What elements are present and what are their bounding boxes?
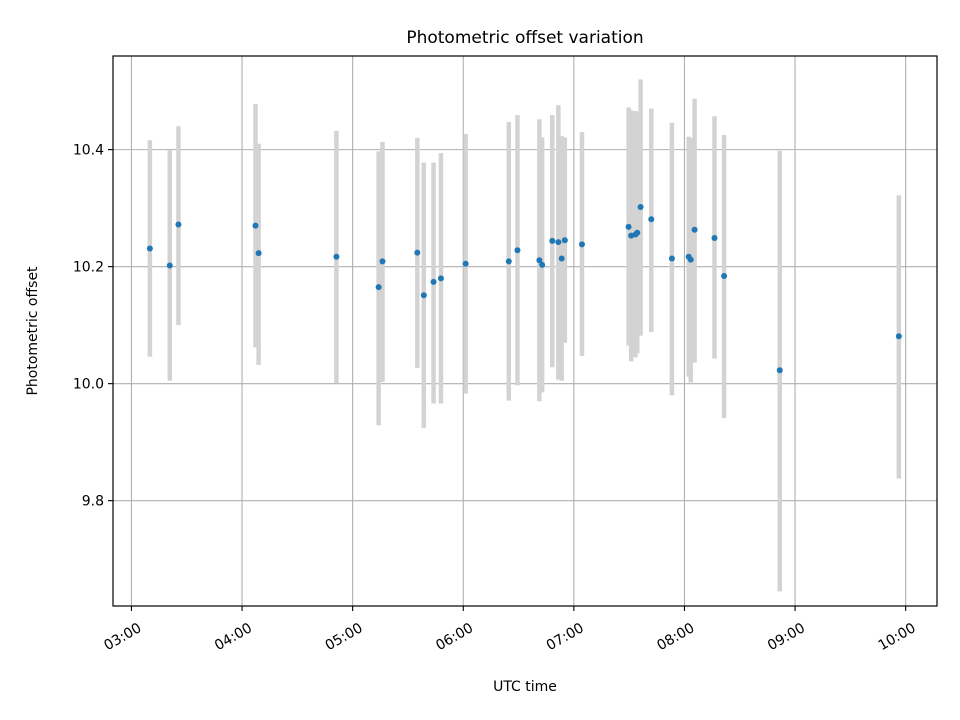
data-point xyxy=(375,284,382,291)
data-point xyxy=(625,223,632,230)
data-point xyxy=(414,249,421,256)
y-tick-label: 10.2 xyxy=(73,260,104,276)
data-point xyxy=(462,260,469,267)
data-point xyxy=(166,262,173,269)
data-point xyxy=(691,226,698,233)
point-layer xyxy=(146,203,902,374)
grid-layer xyxy=(113,56,937,606)
data-point xyxy=(558,255,565,262)
data-point xyxy=(146,245,153,252)
data-point xyxy=(637,203,644,210)
data-point xyxy=(255,250,262,257)
data-point xyxy=(514,247,521,254)
data-point xyxy=(687,256,694,263)
data-point xyxy=(776,367,783,374)
data-point xyxy=(420,292,427,299)
data-point xyxy=(430,278,437,285)
y-axis-label: Photometric offset xyxy=(25,266,41,396)
data-point xyxy=(648,216,655,223)
data-point xyxy=(252,222,259,229)
data-point xyxy=(721,273,728,279)
data-point xyxy=(668,255,675,262)
data-point xyxy=(895,333,902,340)
x-axis-label: UTC time xyxy=(493,679,557,695)
data-point xyxy=(539,261,546,268)
data-point xyxy=(333,253,340,260)
data-point xyxy=(634,229,641,236)
plot-frame xyxy=(112,55,938,607)
data-point xyxy=(175,221,182,228)
data-point xyxy=(437,275,444,282)
data-point xyxy=(561,237,568,244)
data-point xyxy=(536,257,543,264)
data-point xyxy=(549,237,556,244)
y-tick-label: 9.8 xyxy=(82,494,104,510)
data-point xyxy=(711,234,718,241)
data-point xyxy=(379,258,386,265)
y-tick-label: 10.0 xyxy=(73,377,104,393)
data-point xyxy=(578,241,585,248)
data-point xyxy=(555,239,562,246)
chart-title: Photometric offset variation xyxy=(406,28,643,48)
y-tick-label: 10.4 xyxy=(73,143,104,159)
data-point xyxy=(505,258,512,265)
